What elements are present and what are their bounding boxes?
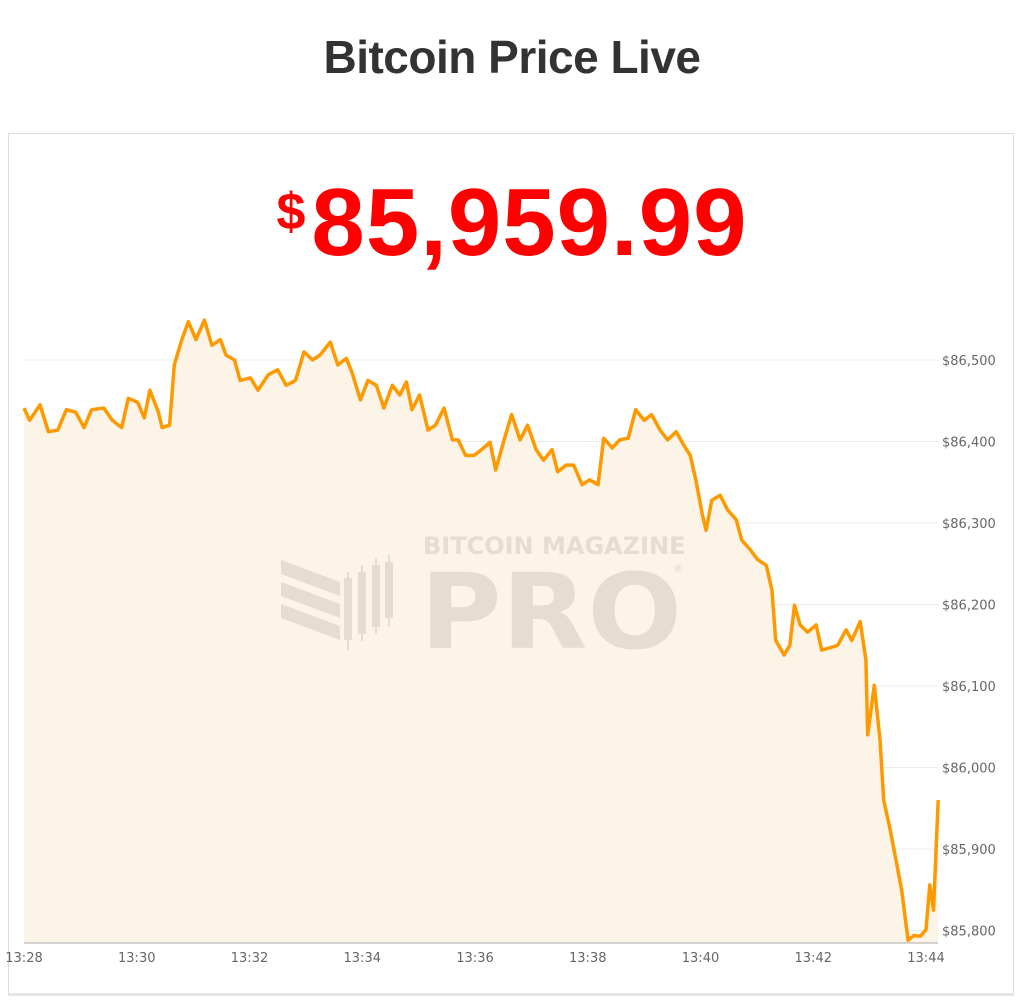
- watermark-registered-mark: ®: [673, 562, 684, 575]
- x-tick-label: 13:40: [682, 951, 719, 966]
- x-tick-label: 13:38: [569, 951, 606, 966]
- x-tick-label: 13:32: [231, 951, 268, 966]
- y-tick-label: $86,000: [942, 762, 996, 777]
- x-tick-label: 13:28: [5, 951, 42, 966]
- watermark-line2: PRO: [420, 551, 682, 673]
- y-tick-label: $86,100: [942, 680, 996, 695]
- price-area-fill: [24, 320, 939, 944]
- y-tick-label: $86,200: [942, 599, 996, 614]
- page-title: Bitcoin Price Live: [323, 31, 701, 83]
- y-tick-label: $86,400: [942, 436, 996, 451]
- x-tick-label: 13:34: [344, 951, 381, 966]
- price-value: 85,959.99: [311, 169, 748, 276]
- x-tick-label: 13:30: [118, 951, 155, 966]
- chart-card: [8, 133, 1014, 996]
- watermark-logo: BITCOIN MAGAZINE PRO ®: [281, 532, 686, 673]
- x-tick-label: 13:42: [795, 951, 832, 966]
- currency-symbol: $: [276, 183, 306, 241]
- watermark-line1: BITCOIN MAGAZINE: [423, 532, 686, 560]
- x-tick-label: 13:44: [907, 951, 944, 966]
- y-tick-label: $86,300: [942, 517, 996, 532]
- y-tick-label: $86,500: [942, 354, 996, 369]
- x-axis: 13:28 13:30 13:32 13:34 13:36 13:38 13:40 13:42…: [5, 951, 944, 966]
- bitcoin-magazine-logo-icon: [281, 555, 393, 650]
- y-tick-label: $85,800: [942, 925, 996, 940]
- y-axis: $85,800 $85,900 $86,000 $86,100 $86,200 $86,3…: [942, 354, 996, 940]
- x-tick-label: 13:36: [456, 951, 493, 966]
- y-tick-label: $85,900: [942, 843, 996, 858]
- price-line: [22, 318, 940, 943]
- live-price: $85,959.99: [0, 168, 1024, 278]
